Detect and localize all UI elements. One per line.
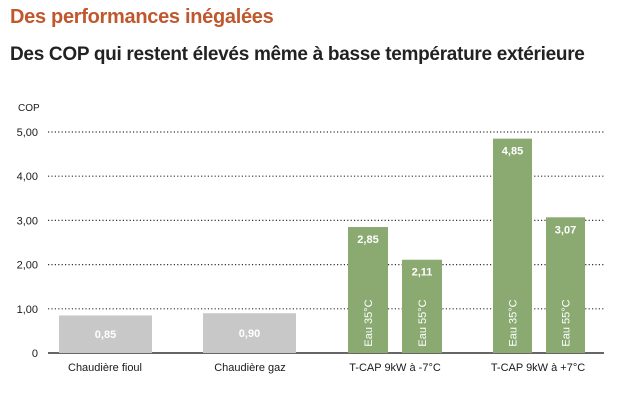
- y-tick-label: 2,00: [17, 260, 38, 272]
- y-tick-label: 5,00: [17, 127, 38, 139]
- bar-series-label: Eau 55°C: [417, 299, 429, 346]
- x-axis: Chaudière fioul Chaudière gaz T-CAP 9kW à …: [68, 362, 585, 374]
- bar-value-label: 2,11: [412, 267, 433, 279]
- x-category-label: T-CAP 9kW à -7°C: [349, 362, 441, 374]
- y-axis-label: COP: [18, 103, 40, 114]
- y-tick-label: 1,00: [17, 304, 38, 316]
- bar-series-label: Eau 55°C: [561, 299, 573, 346]
- x-category-label: Chaudière gaz: [214, 362, 286, 374]
- y-tick-label: 4,00: [17, 171, 38, 183]
- bar: [59, 315, 152, 353]
- y-tick-label: 3,00: [17, 215, 38, 227]
- x-category-label: Chaudière fioul: [68, 362, 142, 374]
- bar: [348, 227, 388, 353]
- bar-value-label: 2,85: [357, 234, 378, 246]
- bar-series-label: Eau 35°C: [363, 299, 375, 346]
- y-tick-label: 0: [32, 348, 38, 360]
- bar-value-label: 3,07: [555, 224, 576, 236]
- bar-value-label: 4,85: [502, 146, 523, 158]
- bar-value-label: 0,90: [239, 328, 260, 340]
- chart-title: Des performances inégalées: [10, 6, 274, 28]
- bar: [493, 138, 532, 353]
- x-category-label: T-CAP 9kW à +7°C: [491, 362, 585, 374]
- bar-series-label: Eau 35°C: [508, 299, 520, 346]
- bars: 0,85 0,90 2,85 Eau 35°C 2,11 Eau 55°C 4,85 Eau …: [59, 138, 585, 353]
- bar: [203, 313, 296, 353]
- bar: [402, 259, 442, 353]
- y-axis: COP 0 1,00 2,00 3,00 4,00 5,00: [17, 103, 40, 360]
- bar: [546, 217, 585, 353]
- bar-value-label: 0,85: [95, 329, 116, 341]
- chart-subtitle: Des COP qui restent élevés même à basse …: [10, 44, 585, 65]
